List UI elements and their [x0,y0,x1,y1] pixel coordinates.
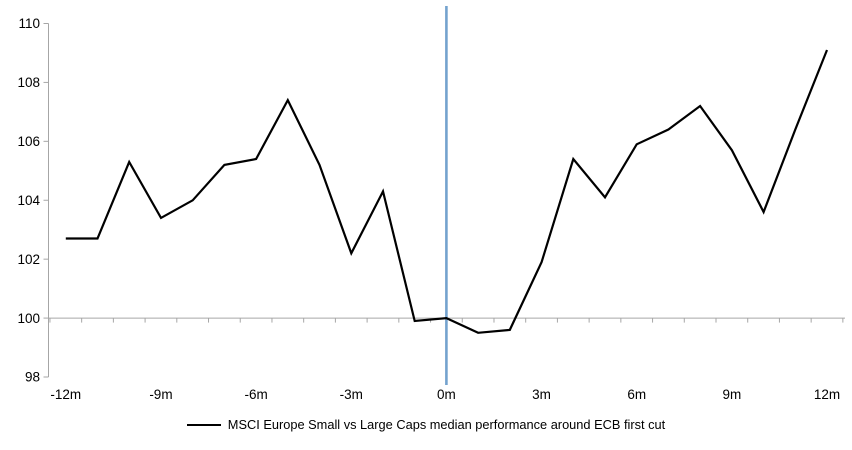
axes-group [43,23,845,378]
series-line [65,49,829,334]
x-tick-label: -12m [50,387,81,402]
y-tick-label: 98 [25,370,40,385]
x-tick-label: 12m [814,387,840,402]
x-tick-label: 0m [437,387,456,402]
x-tick-label: 3m [532,387,551,402]
y-tick-label: 108 [17,75,40,90]
y-tick-label: 106 [17,134,40,149]
axis-labels-group: 98 100 102 104 106 108 110 -12m -9m -6m -3m 0m 3m 6m 9… [17,16,840,402]
legend-label: MSCI Europe Small vs Large Caps median p… [227,417,666,432]
y-tick-label: 110 [18,16,40,31]
legend-line-sample-icon [186,423,221,426]
y-tick-label: 104 [17,193,40,208]
legend: MSCI Europe Small vs Large Caps median p… [0,417,852,432]
y-tick-label: 102 [17,252,40,267]
x-tick-label: 6m [627,387,646,402]
y-tick-label: 100 [17,311,40,326]
x-tick-label: -6m [244,387,267,402]
x-tick-label: -3m [340,387,363,402]
x-tick-label: 9m [722,387,741,402]
x-tick-label: -9m [149,387,172,402]
series-group [65,49,829,334]
